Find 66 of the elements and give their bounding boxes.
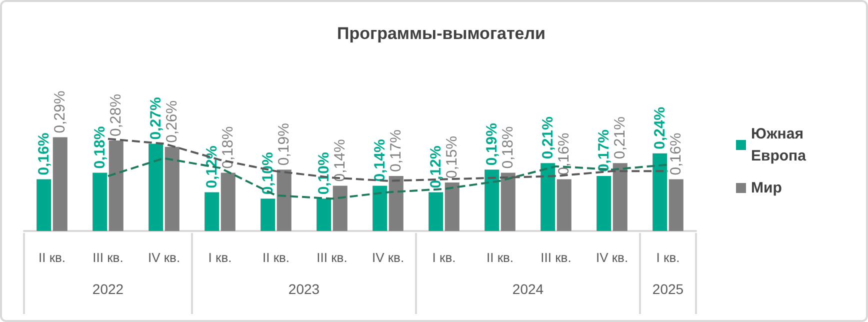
data-label: 0,27% — [147, 97, 164, 140]
data-label: 0,24% — [651, 106, 668, 150]
data-label: 0,12% — [203, 146, 220, 188]
bar — [428, 192, 444, 231]
data-label: 0,10% — [259, 152, 276, 195]
x-tick-label: I кв. — [432, 250, 456, 265]
bar — [372, 186, 388, 231]
bar — [164, 146, 180, 231]
bar — [108, 140, 124, 231]
data-label: 0,26% — [164, 100, 181, 143]
data-label: 0,16% — [35, 132, 52, 176]
bar — [540, 163, 556, 231]
bar — [52, 137, 68, 231]
text: 2024 — [512, 281, 544, 297]
x-tick-label: III кв. — [92, 250, 124, 265]
bar — [596, 176, 612, 231]
bar — [92, 172, 108, 231]
bar — [204, 192, 220, 231]
data-label: 0,19% — [276, 123, 293, 166]
x-tick-label: I кв. — [656, 250, 680, 265]
data-label: 0,16% — [556, 132, 573, 176]
bar — [260, 198, 276, 231]
chart-title: Программы-вымогатели — [337, 24, 546, 43]
legend-label: Мир — [751, 180, 782, 196]
bar — [148, 144, 164, 231]
data-label: 0,17% — [595, 129, 612, 172]
data-label: 0,28% — [108, 94, 125, 136]
bar — [652, 153, 668, 231]
x-tick-label: I кв. — [208, 250, 232, 265]
x-tick-label: IV кв. — [596, 250, 628, 265]
bar — [484, 170, 500, 231]
bar — [220, 172, 236, 231]
data-label: 0,18% — [500, 126, 517, 169]
bar — [444, 182, 460, 231]
x-tick-label: II кв. — [486, 250, 514, 265]
text: 2025 — [652, 281, 684, 297]
x-tick-label: IV кв. — [148, 250, 180, 265]
bar — [556, 179, 572, 231]
bar — [612, 163, 628, 231]
bar — [332, 186, 348, 231]
x-tick-label: II кв. — [262, 250, 290, 265]
data-label: 0,12% — [427, 146, 444, 188]
legend-label: Южная Европа — [751, 126, 808, 164]
data-label: 0,21% — [612, 116, 629, 160]
data-label: 0,15% — [444, 136, 461, 178]
data-label: 0,14% — [371, 139, 388, 182]
data-label: 0,17% — [388, 129, 405, 172]
bar — [36, 179, 52, 231]
x-tick-label: IV кв. — [372, 250, 404, 265]
data-label: 0,16% — [668, 132, 685, 176]
x-tick-label: III кв. — [540, 250, 572, 265]
data-label: 0,29% — [52, 90, 69, 134]
bar — [500, 172, 516, 231]
bar — [388, 176, 404, 231]
bar — [668, 179, 684, 231]
bar — [276, 170, 292, 231]
data-label: 0,18% — [91, 126, 108, 169]
bar — [316, 198, 332, 231]
x-tick-label: III кв. — [316, 250, 348, 265]
text: 2023 — [288, 281, 320, 297]
text: 2022 — [92, 281, 124, 297]
data-label: 0,10% — [315, 152, 332, 195]
data-label: 0,14% — [332, 139, 349, 182]
data-label: 0,21% — [539, 116, 556, 160]
x-tick-label: II кв. — [38, 250, 66, 265]
data-label: 0,19% — [483, 123, 500, 166]
